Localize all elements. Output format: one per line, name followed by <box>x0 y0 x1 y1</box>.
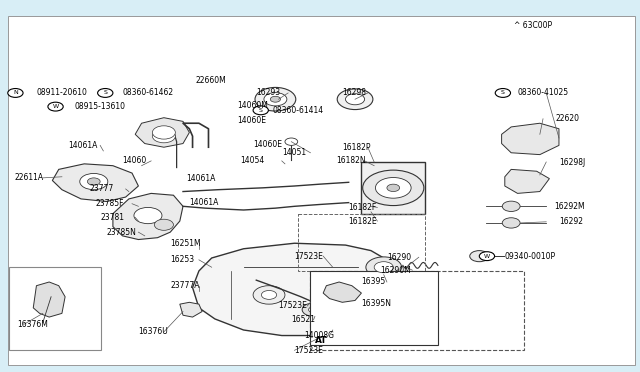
Circle shape <box>285 138 298 145</box>
Circle shape <box>376 177 411 198</box>
Circle shape <box>323 286 355 304</box>
Text: 09340-0010P: 09340-0010P <box>505 251 556 261</box>
Text: AT: AT <box>315 336 328 345</box>
Text: 23785N: 23785N <box>106 228 136 237</box>
Text: 22620: 22620 <box>556 114 580 123</box>
Text: 16376M: 16376M <box>17 320 48 329</box>
Text: 22611A: 22611A <box>14 173 44 182</box>
Text: 17523E: 17523E <box>278 301 307 311</box>
Text: S: S <box>103 90 107 96</box>
Polygon shape <box>193 243 403 336</box>
Circle shape <box>308 307 319 312</box>
Circle shape <box>502 201 520 211</box>
Circle shape <box>387 184 399 192</box>
Text: S: S <box>259 108 262 113</box>
Polygon shape <box>33 282 65 317</box>
Text: 16293: 16293 <box>256 89 280 97</box>
Text: 16298: 16298 <box>342 89 366 97</box>
Polygon shape <box>135 118 189 147</box>
Text: ^ 63C00P: ^ 63C00P <box>515 21 552 30</box>
Text: 16251M: 16251M <box>170 239 201 248</box>
Circle shape <box>48 102 63 111</box>
Circle shape <box>366 257 401 278</box>
Text: 16253: 16253 <box>170 255 195 264</box>
Text: 14060E: 14060E <box>253 140 282 149</box>
Circle shape <box>253 286 285 304</box>
Text: 08360-61462: 08360-61462 <box>122 89 173 97</box>
Text: 16182F: 16182F <box>349 203 377 212</box>
Circle shape <box>479 252 495 260</box>
Text: 23777A: 23777A <box>170 281 200 290</box>
Text: W: W <box>484 254 490 259</box>
Text: N: N <box>13 90 18 96</box>
Circle shape <box>152 126 175 139</box>
Text: 16395N: 16395N <box>362 299 392 308</box>
Text: 14061A: 14061A <box>189 198 219 207</box>
Circle shape <box>154 219 173 230</box>
Text: 23777: 23777 <box>90 185 113 193</box>
Text: 14060M: 14060M <box>237 101 268 110</box>
Text: 14060E: 14060E <box>237 116 266 125</box>
Text: 16298J: 16298J <box>559 157 585 167</box>
Circle shape <box>363 170 424 206</box>
Polygon shape <box>502 123 559 155</box>
Text: 14060: 14060 <box>122 156 147 166</box>
Polygon shape <box>113 193 183 240</box>
Circle shape <box>255 87 296 111</box>
Text: 16182E: 16182E <box>349 217 378 225</box>
Text: 14061A: 14061A <box>68 141 98 150</box>
Circle shape <box>502 218 520 228</box>
Text: 16395: 16395 <box>362 278 386 286</box>
Circle shape <box>98 89 113 97</box>
Polygon shape <box>505 169 549 193</box>
Circle shape <box>346 94 365 105</box>
Text: 14051: 14051 <box>282 148 306 157</box>
Text: 16182P: 16182P <box>342 143 371 152</box>
Polygon shape <box>323 282 362 302</box>
Circle shape <box>495 89 511 97</box>
Circle shape <box>8 89 23 97</box>
Text: 16182N: 16182N <box>336 156 365 166</box>
Circle shape <box>134 208 162 224</box>
Polygon shape <box>52 164 138 202</box>
Circle shape <box>261 291 276 299</box>
Circle shape <box>374 262 394 273</box>
Text: 14061A: 14061A <box>186 174 216 183</box>
Text: 16292M: 16292M <box>554 202 585 211</box>
Text: 08911-20610: 08911-20610 <box>36 89 87 97</box>
Circle shape <box>264 93 287 106</box>
Circle shape <box>302 303 325 316</box>
Text: 17523E: 17523E <box>294 346 323 355</box>
Bar <box>310 271 524 350</box>
Circle shape <box>80 173 108 190</box>
Text: W: W <box>52 104 59 109</box>
Polygon shape <box>180 302 202 317</box>
Text: 23785F: 23785F <box>96 199 124 208</box>
Text: 08360-61414: 08360-61414 <box>272 106 323 115</box>
Text: 16521: 16521 <box>291 315 316 324</box>
Text: S: S <box>501 90 505 96</box>
Text: 14008G: 14008G <box>304 331 334 340</box>
Text: 16376U: 16376U <box>138 327 168 336</box>
Text: 16290: 16290 <box>387 253 411 262</box>
Bar <box>310 271 438 345</box>
Circle shape <box>152 129 175 143</box>
Text: 17523E: 17523E <box>294 251 323 261</box>
Circle shape <box>337 89 373 110</box>
Circle shape <box>332 291 347 299</box>
Circle shape <box>270 96 280 102</box>
Bar <box>362 162 425 214</box>
Text: 08915-13610: 08915-13610 <box>75 102 125 111</box>
Circle shape <box>253 106 268 115</box>
Text: 16290M: 16290M <box>381 266 412 275</box>
Text: 14054: 14054 <box>241 156 264 166</box>
Text: 16292: 16292 <box>559 217 583 226</box>
Text: 08360-41025: 08360-41025 <box>518 89 569 97</box>
Circle shape <box>88 178 100 185</box>
Bar <box>9 267 101 350</box>
Text: 23781: 23781 <box>100 213 124 222</box>
Circle shape <box>470 251 489 262</box>
Text: 22660M: 22660M <box>196 76 227 85</box>
